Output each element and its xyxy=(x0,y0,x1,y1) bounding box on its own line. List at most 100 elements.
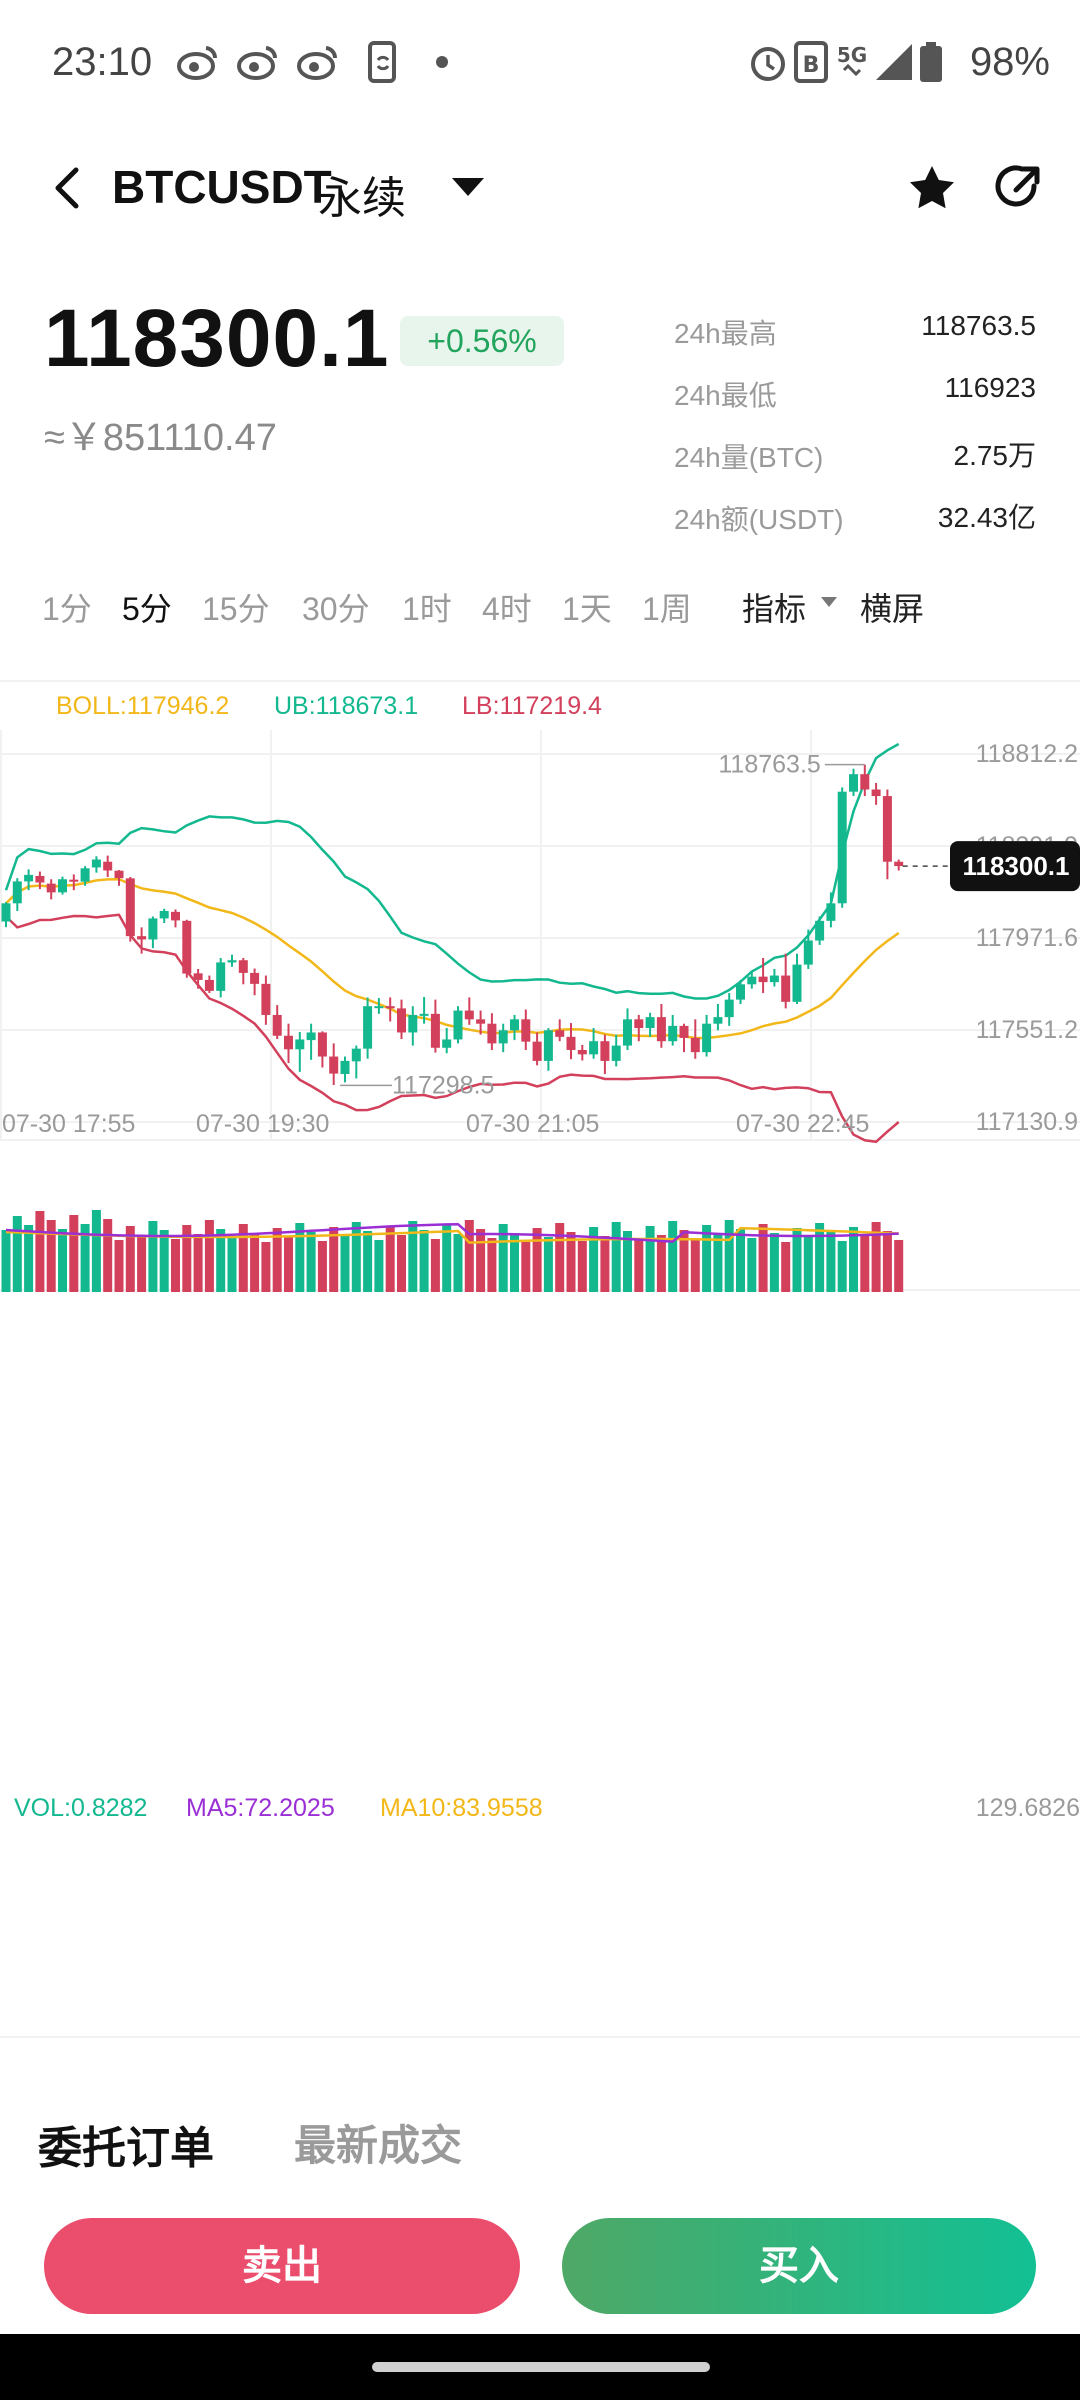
candle-body xyxy=(397,1008,406,1033)
candle-body xyxy=(532,1041,542,1061)
chart-grid xyxy=(0,730,1080,1291)
candle-body xyxy=(849,774,858,792)
candle-body xyxy=(137,936,147,940)
stat-value-turnover: 32.43亿 xyxy=(937,502,1036,533)
volume-bar xyxy=(702,1225,712,1292)
candle-body xyxy=(58,879,67,893)
boll-value: BOLL:117946.2 xyxy=(56,692,230,720)
time-tick-label: 07-30 21:05 xyxy=(466,1110,599,1138)
price-tick-label: 118812.2 xyxy=(976,740,1078,768)
change-badge: +0.56% xyxy=(400,316,564,366)
chart-divider xyxy=(0,680,1080,682)
volume-bar xyxy=(487,1238,497,1292)
volume-bar xyxy=(724,1220,734,1292)
volume-bar xyxy=(849,1227,858,1292)
stat-value-volume: 2.75万 xyxy=(953,440,1037,471)
candle-body xyxy=(453,1010,463,1040)
star-icon[interactable] xyxy=(904,160,960,216)
volume-bar xyxy=(182,1225,192,1292)
volume-bar xyxy=(668,1221,678,1292)
volume-bar xyxy=(148,1221,158,1292)
volume-bar xyxy=(803,1237,813,1292)
candle-body xyxy=(125,878,135,937)
candle-body xyxy=(216,962,226,991)
interval-1w[interactable]: 1周 xyxy=(642,591,692,627)
candle-body xyxy=(385,1006,395,1009)
chevron-down-icon[interactable] xyxy=(448,172,488,202)
sell-button[interactable]: 卖出 xyxy=(44,2218,520,2314)
interval-1d[interactable]: 1天 xyxy=(562,591,612,627)
caret-down-icon[interactable] xyxy=(820,596,838,608)
tab-orders[interactable]: 委托订单 xyxy=(38,2124,214,2173)
home-indicator[interactable] xyxy=(372,2362,710,2372)
back-icon[interactable] xyxy=(40,160,96,216)
weibo-icon xyxy=(177,46,218,80)
candle-body xyxy=(634,1019,644,1029)
volume-bar xyxy=(24,1225,34,1292)
dot-icon xyxy=(436,56,448,68)
candle-body xyxy=(487,1023,497,1044)
candle-body xyxy=(430,1013,440,1048)
stat-label-turnover: 24h额(USDT) xyxy=(674,504,844,535)
boll-mid-line xyxy=(5,878,900,1040)
volume-bar xyxy=(69,1215,79,1292)
candle-body xyxy=(702,1023,712,1053)
landscape-button[interactable]: 横屏 xyxy=(860,591,925,627)
candle-body xyxy=(623,1019,632,1046)
candle-body xyxy=(826,903,836,921)
volume-bar xyxy=(329,1227,339,1292)
share-icon[interactable] xyxy=(990,160,1046,216)
candle-body xyxy=(871,789,881,797)
interval-5m[interactable]: 5分 xyxy=(122,591,172,627)
volume-bar xyxy=(317,1241,327,1292)
volume-bar xyxy=(600,1236,610,1292)
vol-ma10: MA10:83.9558 xyxy=(380,1794,543,1822)
candle-body xyxy=(498,1030,508,1044)
interval-30m[interactable]: 30分 xyxy=(302,591,370,627)
interval-15m[interactable]: 15分 xyxy=(202,591,270,627)
volume-bar xyxy=(555,1223,565,1292)
volume-bar xyxy=(747,1238,757,1292)
volume-bar xyxy=(713,1234,723,1292)
svg-text:B: B xyxy=(803,53,820,78)
svg-text:5G: 5G xyxy=(837,43,867,67)
volume-bar xyxy=(736,1229,745,1292)
indicator-button[interactable]: 指标 xyxy=(742,591,807,627)
candle-body xyxy=(24,874,34,882)
volume-bar xyxy=(35,1211,45,1292)
section-divider xyxy=(0,2036,1080,2038)
volume-bar xyxy=(250,1233,260,1292)
candle-body xyxy=(645,1017,655,1029)
candle-body xyxy=(114,870,124,879)
volume-bar xyxy=(408,1221,418,1292)
candle-body xyxy=(12,881,22,904)
signal-icon xyxy=(876,44,912,80)
candle-body xyxy=(419,1013,429,1016)
battery-icon xyxy=(920,42,942,82)
weibo-icon xyxy=(297,46,338,80)
volume-bar xyxy=(577,1241,587,1292)
contract-type[interactable]: 永续 xyxy=(318,174,406,223)
volume-bar xyxy=(363,1231,373,1292)
volume-ma-lines xyxy=(5,1222,899,1244)
stat-label-low: 24h最低 xyxy=(674,380,777,411)
candle-body xyxy=(555,1030,565,1037)
candle-body xyxy=(171,911,180,921)
symbol-title[interactable]: BTCUSDT xyxy=(112,161,332,213)
volume-bar xyxy=(103,1219,113,1292)
candle-body xyxy=(860,774,870,790)
volume-bar xyxy=(137,1235,147,1292)
candle-body xyxy=(1,903,11,922)
volume-bar xyxy=(216,1229,226,1292)
kline-chart[interactable]: 118812.2118391.9117971.6117551.2117130.9… xyxy=(0,730,1080,1790)
buy-button[interactable]: 买入 xyxy=(562,2218,1036,2314)
interval-1h[interactable]: 1时 xyxy=(402,591,452,627)
candle-body xyxy=(374,1006,384,1009)
volume-bar xyxy=(442,1225,452,1292)
volume-bar xyxy=(498,1224,508,1292)
stat-label-high: 24h最高 xyxy=(674,318,777,349)
candle-body xyxy=(91,859,101,868)
interval-1m[interactable]: 1分 xyxy=(42,591,92,627)
tab-trades[interactable]: 最新成交 xyxy=(294,2122,463,2169)
interval-4h[interactable]: 4时 xyxy=(482,591,532,627)
